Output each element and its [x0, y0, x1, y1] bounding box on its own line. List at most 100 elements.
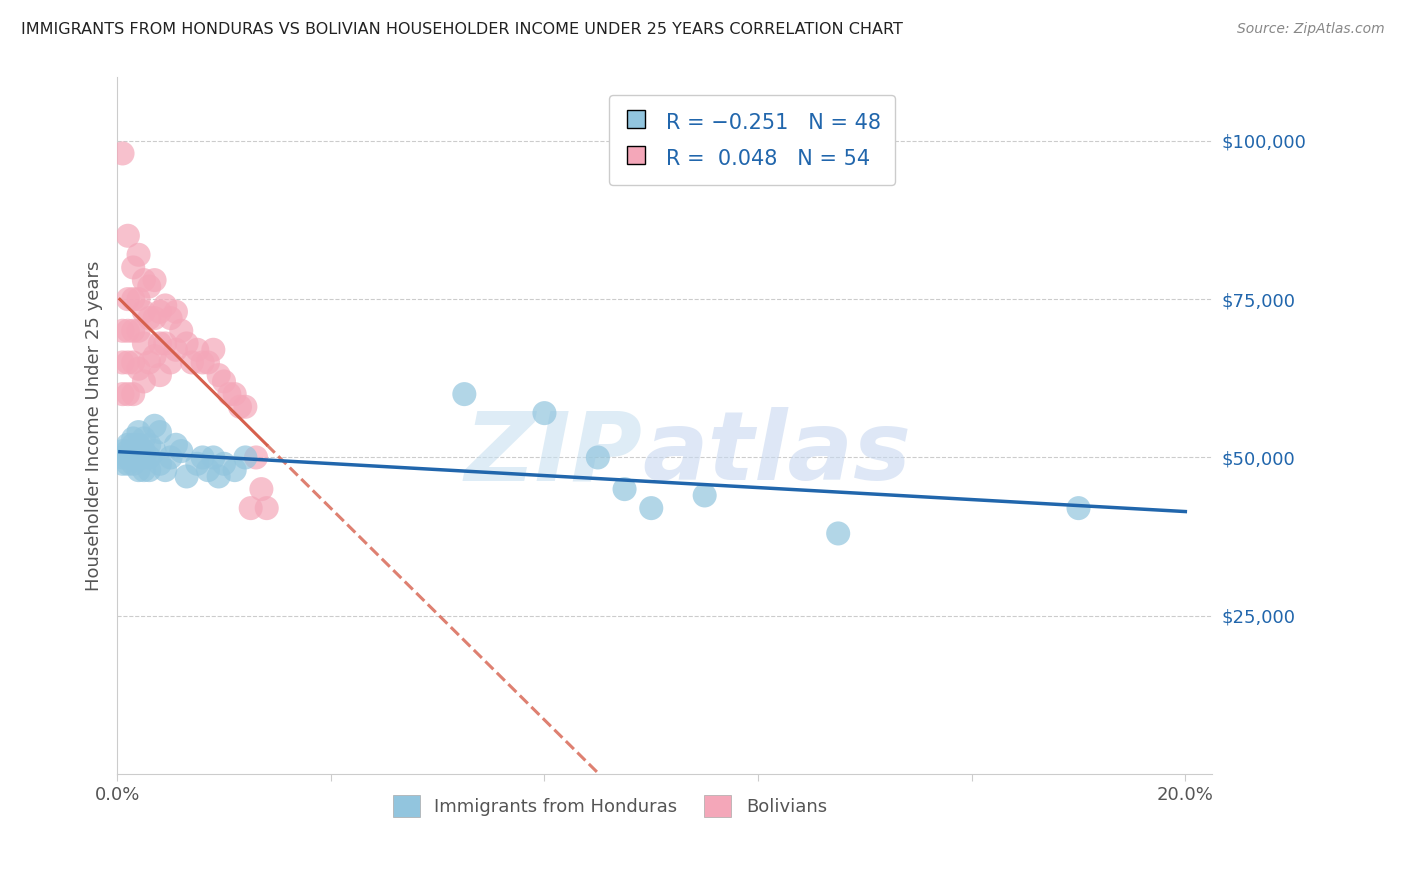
Point	[143, 418, 166, 433]
Point	[122, 355, 145, 369]
Point	[202, 450, 225, 465]
Point	[111, 444, 134, 458]
Point	[149, 305, 172, 319]
Point	[128, 292, 150, 306]
Point	[132, 336, 155, 351]
Point	[235, 400, 257, 414]
Y-axis label: Householder Income Under 25 years: Householder Income Under 25 years	[86, 260, 103, 591]
Point	[159, 450, 181, 465]
Point	[1067, 501, 1090, 516]
Legend: Immigrants from Honduras, Bolivians: Immigrants from Honduras, Bolivians	[385, 788, 834, 824]
Point	[111, 355, 134, 369]
Point	[159, 355, 181, 369]
Point	[212, 375, 235, 389]
Point	[132, 463, 155, 477]
Point	[176, 336, 198, 351]
Point	[235, 450, 257, 465]
Point	[128, 425, 150, 439]
Point	[138, 438, 160, 452]
Point	[197, 355, 219, 369]
Point	[111, 457, 134, 471]
Point	[117, 228, 139, 243]
Point	[122, 444, 145, 458]
Point	[122, 457, 145, 471]
Text: ZIP: ZIP	[465, 407, 643, 500]
Point	[117, 450, 139, 465]
Point	[170, 324, 193, 338]
Point	[197, 463, 219, 477]
Point	[143, 311, 166, 326]
Point	[827, 526, 849, 541]
Point	[186, 343, 208, 357]
Point	[117, 444, 139, 458]
Point	[229, 400, 252, 414]
Point	[111, 387, 134, 401]
Point	[181, 355, 204, 369]
Point	[138, 355, 160, 369]
Point	[149, 457, 172, 471]
Point	[149, 336, 172, 351]
Point	[143, 273, 166, 287]
Point	[245, 450, 267, 465]
Point	[128, 450, 150, 465]
Point	[165, 343, 187, 357]
Point	[155, 336, 177, 351]
Point	[138, 279, 160, 293]
Point	[111, 324, 134, 338]
Point	[218, 387, 240, 401]
Point	[117, 387, 139, 401]
Text: IMMIGRANTS FROM HONDURAS VS BOLIVIAN HOUSEHOLDER INCOME UNDER 25 YEARS CORRELATI: IMMIGRANTS FROM HONDURAS VS BOLIVIAN HOU…	[21, 22, 903, 37]
Point	[224, 387, 246, 401]
Point	[239, 501, 262, 516]
Point	[138, 463, 160, 477]
Point	[132, 432, 155, 446]
Point	[117, 355, 139, 369]
Point	[586, 450, 609, 465]
Point	[132, 273, 155, 287]
Point	[117, 292, 139, 306]
Point	[640, 501, 662, 516]
Point	[128, 361, 150, 376]
Point	[128, 324, 150, 338]
Point	[122, 387, 145, 401]
Point	[186, 457, 208, 471]
Point	[128, 248, 150, 262]
Point	[117, 324, 139, 338]
Point	[191, 450, 214, 465]
Point	[132, 305, 155, 319]
Point	[208, 469, 231, 483]
Point	[143, 349, 166, 363]
Point	[208, 368, 231, 383]
Point	[138, 450, 160, 465]
Point	[212, 457, 235, 471]
Point	[138, 311, 160, 326]
Point	[132, 375, 155, 389]
Point	[128, 438, 150, 452]
Point	[155, 298, 177, 312]
Point	[122, 324, 145, 338]
Point	[111, 450, 134, 465]
Point	[143, 444, 166, 458]
Point	[122, 450, 145, 465]
Point	[202, 343, 225, 357]
Point	[132, 444, 155, 458]
Point	[122, 438, 145, 452]
Point	[191, 355, 214, 369]
Point	[453, 387, 475, 401]
Point	[613, 482, 636, 496]
Point	[165, 438, 187, 452]
Point	[165, 305, 187, 319]
Point	[149, 368, 172, 383]
Point	[111, 146, 134, 161]
Point	[159, 311, 181, 326]
Point	[250, 482, 273, 496]
Point	[132, 450, 155, 465]
Point	[224, 463, 246, 477]
Point	[693, 488, 716, 502]
Point	[122, 260, 145, 275]
Point	[122, 432, 145, 446]
Point	[533, 406, 555, 420]
Point	[256, 501, 278, 516]
Text: atlas: atlas	[643, 407, 911, 500]
Point	[149, 425, 172, 439]
